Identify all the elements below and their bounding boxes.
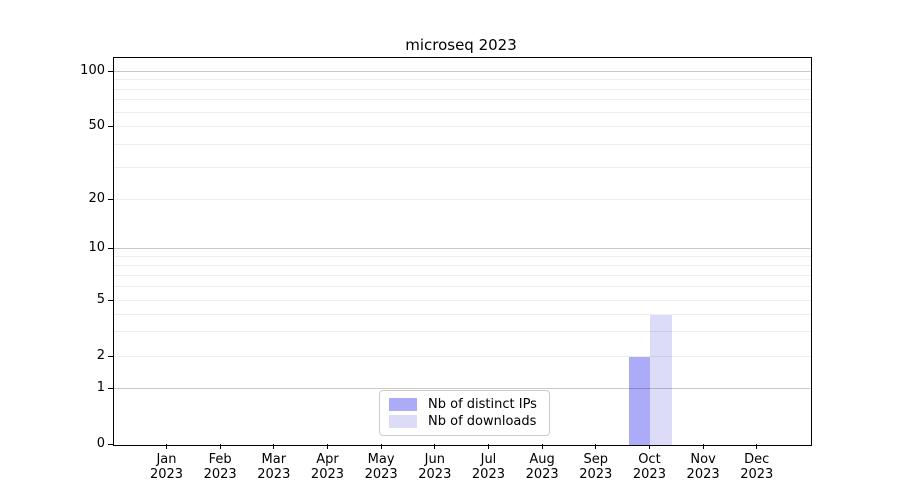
x-tick-year: 2023	[525, 467, 559, 482]
x-tick-year: 2023	[203, 467, 237, 482]
y-tick-label-2: 2	[96, 348, 105, 363]
x-tick-label-jan: Jan 2023	[137, 452, 197, 482]
x-tick-month: Jun	[424, 452, 445, 467]
x-tick-mark-nov	[702, 444, 704, 449]
x-tick-label-may: May 2023	[351, 452, 411, 482]
legend-label-distinct-ips: Nb of distinct IPs	[428, 397, 537, 412]
bar-oct-distinct-ips	[628, 357, 651, 445]
x-tick-year: 2023	[149, 467, 184, 482]
y-tick-mark-5	[108, 299, 113, 301]
y-tick-label-50: 50	[88, 118, 105, 133]
gridline-y-100	[114, 71, 811, 72]
legend-entry-distinct-ips: Nb of distinct IPs	[389, 396, 540, 413]
x-tick-mark-jun	[434, 444, 436, 449]
x-tick-month: Mar	[261, 452, 287, 467]
y-tick-mark-2	[108, 355, 113, 357]
x-tick-label-dec: Dec 2023	[727, 452, 787, 482]
x-tick-label-sep: Sep 2023	[566, 452, 626, 482]
x-tick-mark-mar	[273, 444, 275, 449]
x-tick-mark-apr	[326, 444, 329, 449]
y-tick-mark-100	[108, 70, 113, 72]
y-tick-label-5: 5	[96, 292, 105, 307]
gridline-y-8	[114, 264, 811, 266]
gridline-y-5	[114, 300, 811, 301]
x-tick-year: 2023	[579, 467, 613, 482]
x-tick-year: 2023	[364, 467, 398, 482]
x-tick-month: Jul	[480, 452, 497, 467]
x-tick-year: 2023	[632, 467, 666, 482]
y-tick-mark-1	[108, 387, 113, 389]
gridline-y-6	[114, 286, 811, 288]
x-tick-month: Nov	[690, 452, 716, 467]
gridline-y-10	[114, 248, 811, 249]
x-tick-label-nov: Nov 2023	[673, 452, 733, 482]
y-tick-mark-0	[108, 443, 113, 445]
x-tick-mark-sep	[595, 444, 597, 449]
x-tick-month: Feb	[208, 452, 232, 467]
x-tick-month: May	[367, 452, 395, 467]
x-tick-label-feb: Feb 2023	[190, 452, 250, 482]
x-tick-label-mar: Mar 2023	[244, 452, 304, 482]
y-tick-mark-20	[108, 198, 113, 200]
y-tick-label-100: 100	[80, 63, 105, 78]
gridline-y-30	[114, 166, 811, 168]
y-tick-mark-10	[108, 247, 113, 249]
x-tick-mark-aug	[541, 444, 543, 449]
x-tick-year: 2023	[471, 467, 505, 482]
x-tick-mark-may	[380, 444, 382, 449]
x-tick-label-apr: Apr 2023	[297, 452, 357, 482]
y-tick-label-20: 20	[88, 191, 105, 206]
x-tick-month: Sep	[583, 452, 609, 467]
legend: Nb of distinct IPs Nb of downloads	[379, 390, 550, 436]
gridline-y-7	[114, 274, 811, 276]
x-tick-label-oct: Oct 2023	[619, 452, 679, 482]
gridline-y-90	[114, 79, 811, 81]
x-tick-mark-oct	[648, 444, 651, 449]
y-tick-mark-50	[108, 125, 113, 127]
x-tick-label-jul: Jul 2023	[458, 452, 518, 482]
x-tick-label-jun: Jun 2023	[405, 452, 465, 482]
gridline-y-9	[114, 255, 811, 257]
x-tick-year: 2023	[418, 467, 452, 482]
gridline-y-80	[114, 88, 811, 90]
x-tick-label-aug: Aug 2023	[512, 452, 572, 482]
gridline-y-60	[114, 111, 811, 113]
x-tick-year: 2023	[310, 467, 345, 482]
x-tick-year: 2023	[257, 467, 291, 482]
gridline-y-2	[114, 356, 811, 357]
gridline-y-3	[114, 331, 811, 333]
x-tick-mark-dec	[756, 444, 758, 449]
x-tick-month: Oct	[638, 452, 661, 467]
chart-title: microseq 2023	[405, 36, 517, 54]
x-tick-year: 2023	[686, 467, 720, 482]
legend-label-downloads: Nb of downloads	[428, 414, 537, 429]
gridline-y-70	[114, 99, 811, 101]
x-tick-year: 2023	[740, 467, 774, 482]
x-tick-month: Dec	[744, 452, 770, 467]
x-tick-month: Jan	[156, 452, 177, 467]
legend-swatch-downloads	[389, 415, 417, 428]
legend-swatch-distinct-ips	[389, 398, 417, 411]
gridline-y-1	[114, 388, 811, 389]
bar-oct-downloads	[650, 314, 672, 445]
x-tick-mark-jan	[165, 444, 168, 449]
y-tick-label-1: 1	[96, 380, 105, 395]
gridline-y-20	[114, 199, 811, 200]
gridline-y-50	[114, 126, 811, 127]
gridline-y-40	[114, 143, 811, 145]
x-tick-month: Aug	[529, 452, 555, 467]
x-tick-month: Apr	[316, 452, 339, 467]
y-tick-label-10: 10	[88, 240, 105, 255]
x-tick-mark-feb	[219, 444, 221, 449]
y-tick-label-0: 0	[96, 436, 105, 451]
plot-area	[113, 57, 812, 446]
x-tick-mark-jul	[487, 444, 490, 449]
gridline-y-4	[114, 313, 811, 315]
legend-entry-downloads: Nb of downloads	[389, 413, 540, 430]
